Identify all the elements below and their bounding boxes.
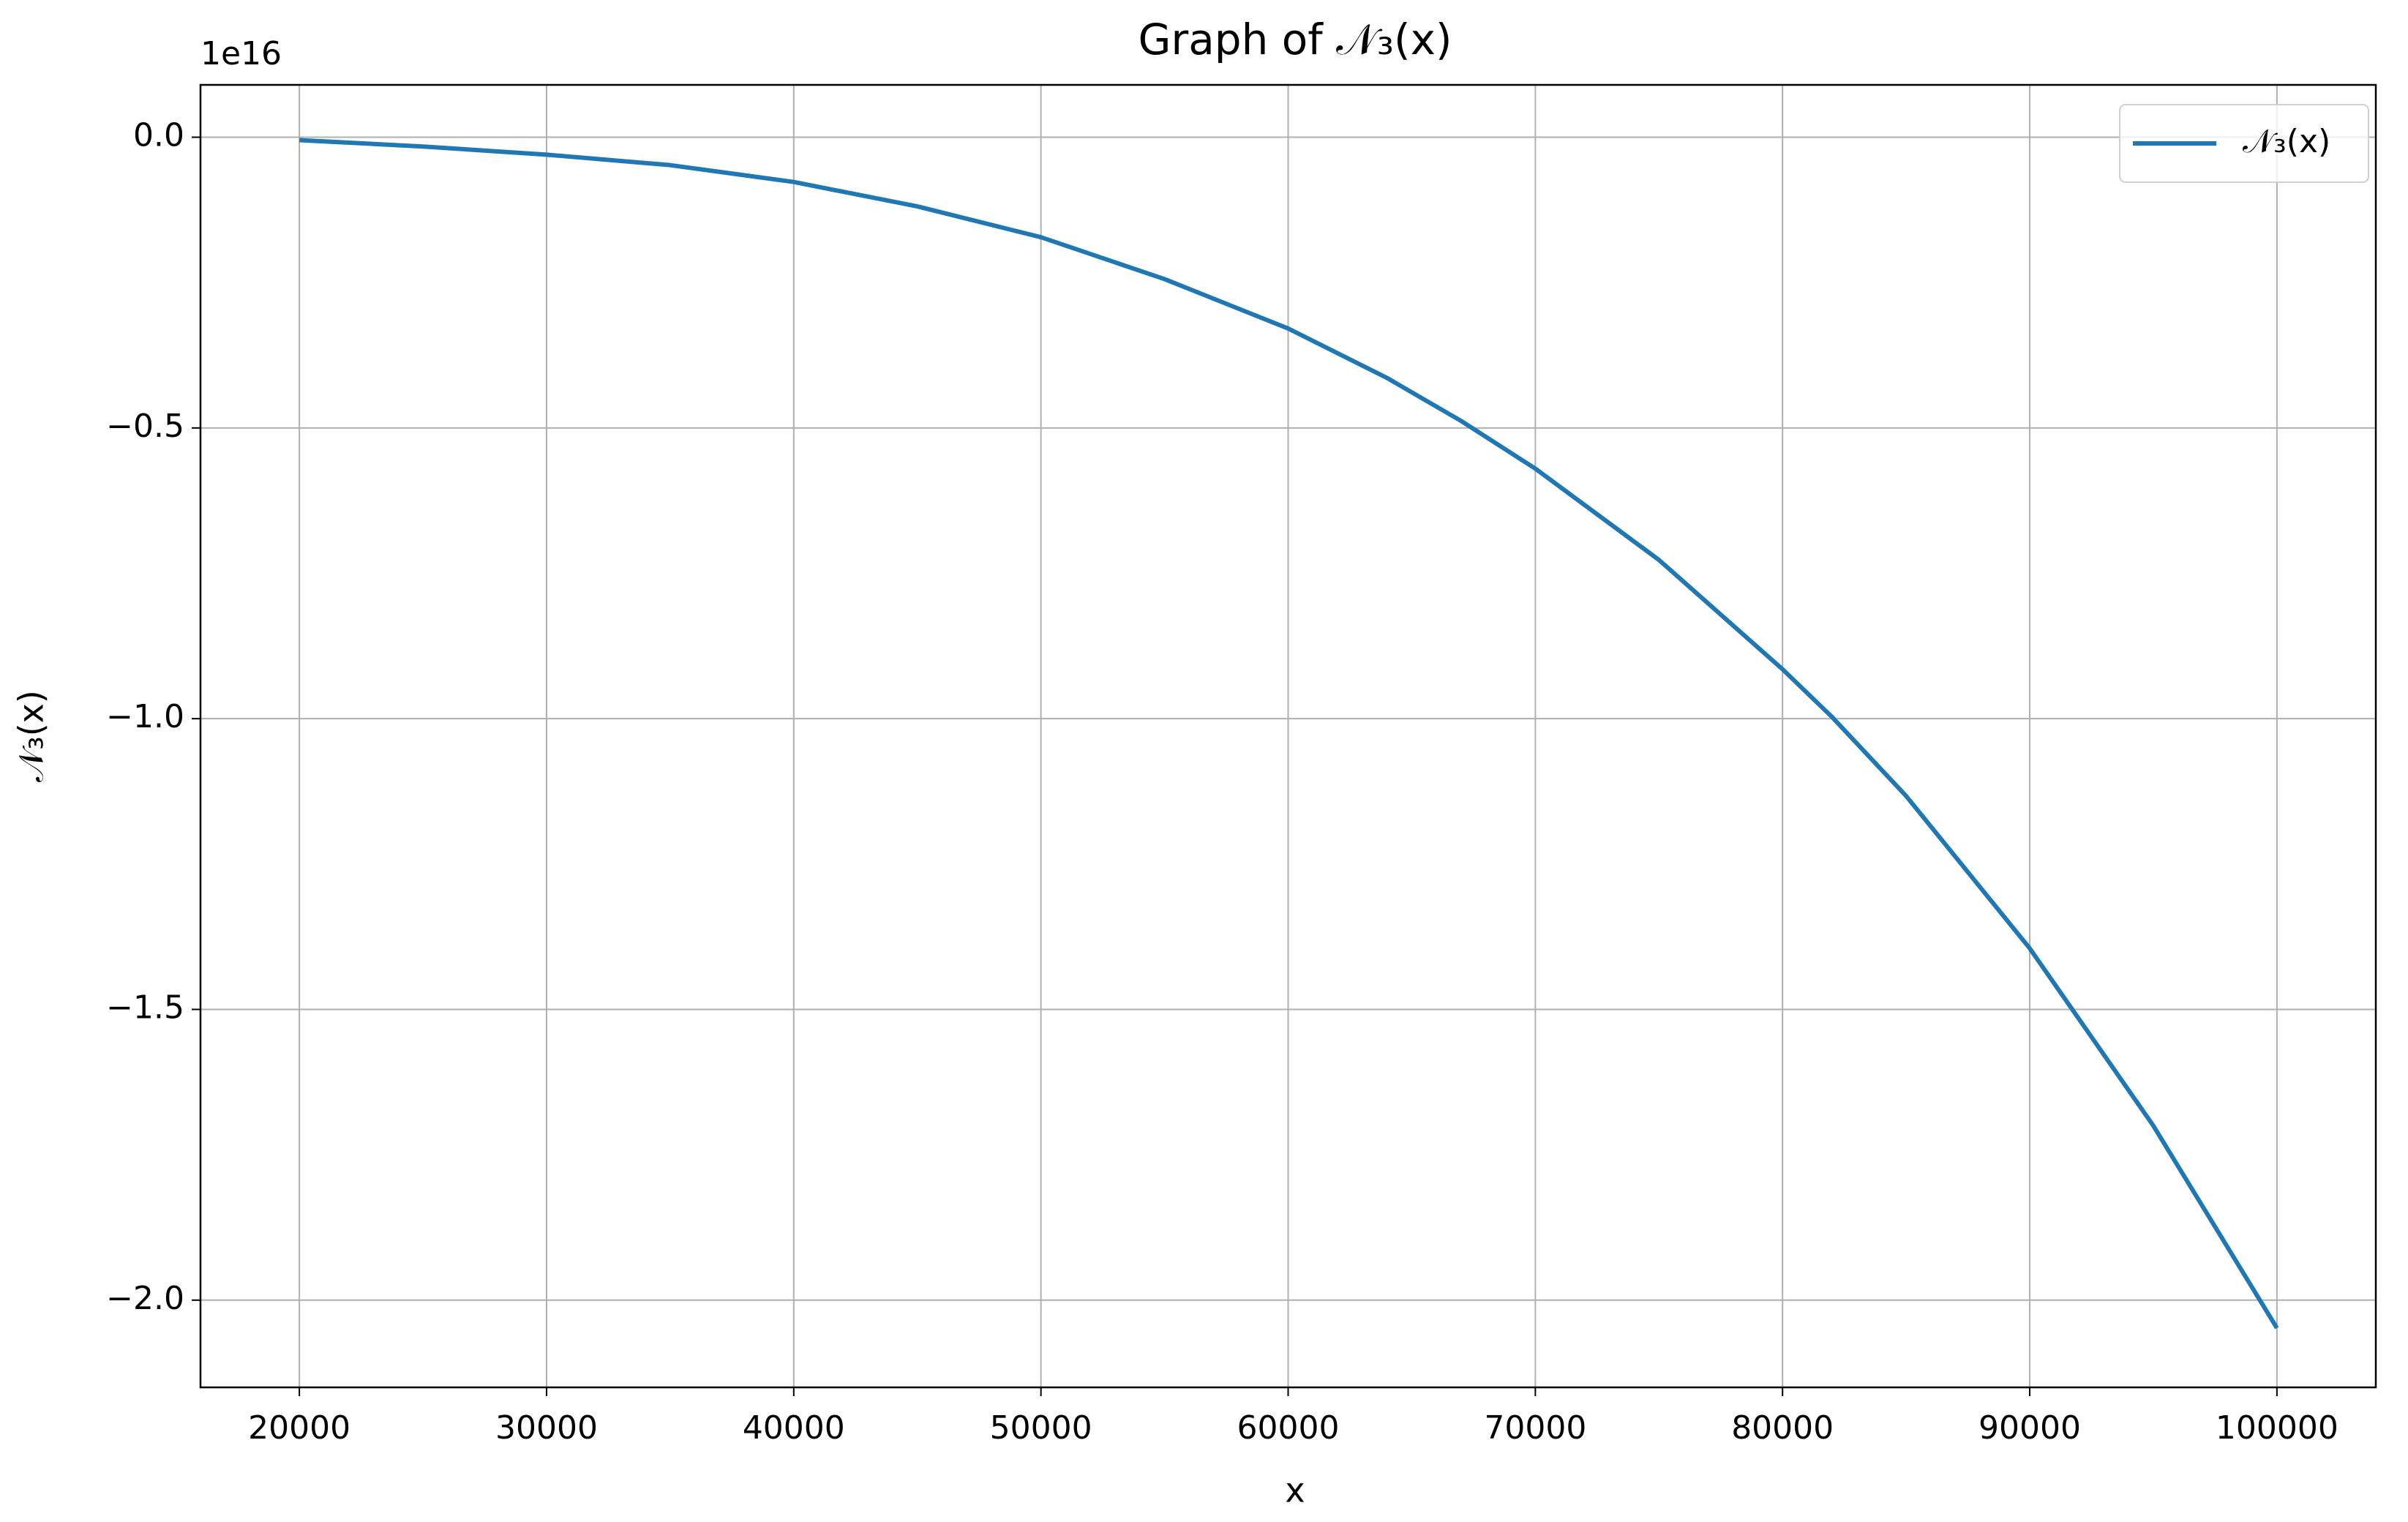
x-tick-label: 20000 <box>248 1409 350 1447</box>
y-tick-label: −1.0 <box>106 698 184 735</box>
legend-box <box>2119 104 2369 183</box>
y-axis-label: 𝒩₃(x) <box>12 690 51 782</box>
x-tick-label: 50000 <box>990 1409 1092 1447</box>
x-axis-label: x <box>1285 1471 1305 1510</box>
legend-label: 𝒩₃(x) <box>2243 123 2330 160</box>
x-tick-label: 30000 <box>495 1409 598 1447</box>
y-tick-label: −1.5 <box>106 989 184 1026</box>
y-tick-label: −0.5 <box>106 408 184 445</box>
chart-title: Graph of 𝒩₃(x) <box>1138 15 1452 64</box>
y-tick-label: −2.0 <box>106 1280 184 1317</box>
x-tick-label: 80000 <box>1731 1409 1834 1447</box>
x-tick-label: 60000 <box>1237 1409 1340 1447</box>
legend: 𝒩₃(x) <box>2119 104 2369 183</box>
plot-frame <box>199 83 2377 1389</box>
x-tick-label: 70000 <box>1484 1409 1586 1447</box>
x-tick-label: 90000 <box>1978 1409 2081 1447</box>
axis-offset: 1e16 <box>200 35 282 72</box>
y-tick-label: 0.0 <box>133 117 184 154</box>
x-tick-label: 40000 <box>743 1409 845 1447</box>
x-tick-label: 100000 <box>2216 1409 2338 1447</box>
data-line <box>299 138 2279 1330</box>
